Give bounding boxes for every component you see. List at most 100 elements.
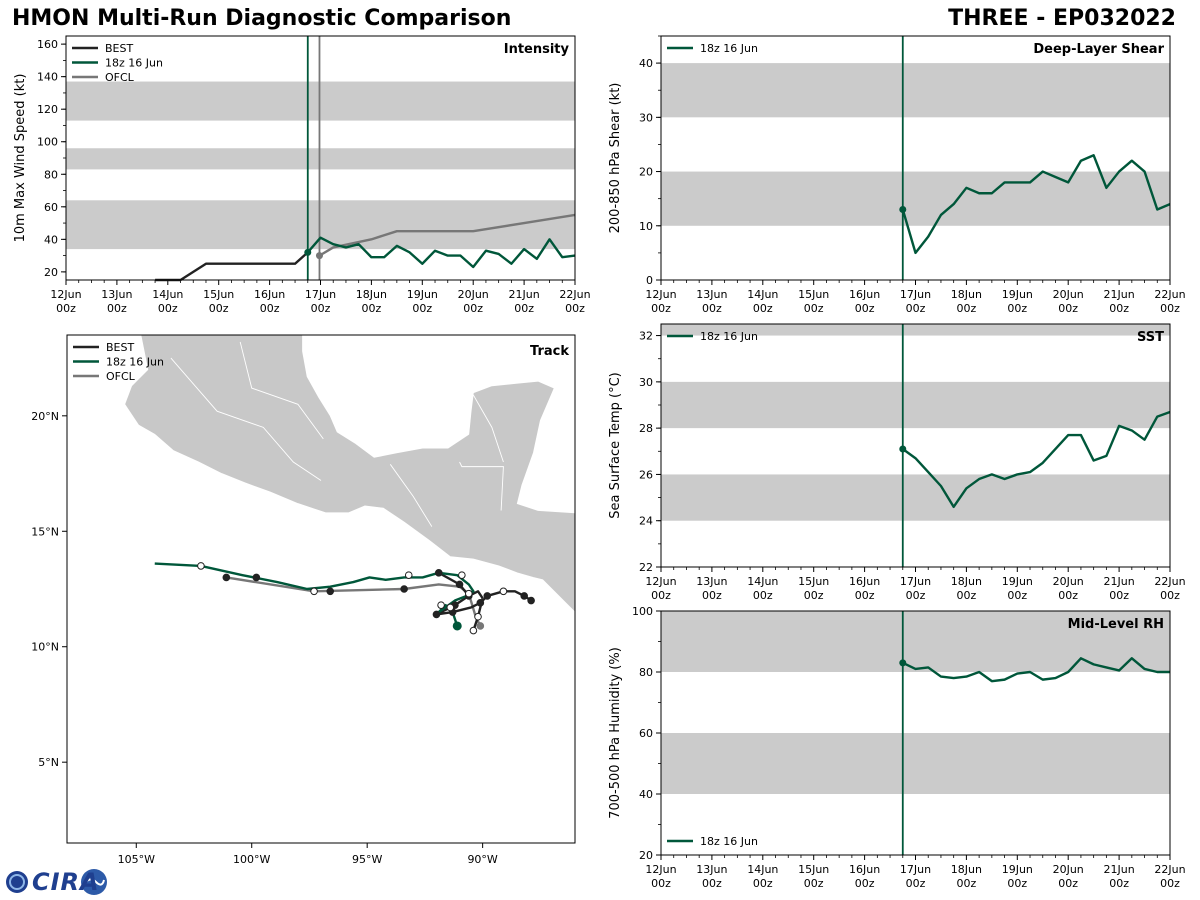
x-tick-hour-label: 00z <box>158 302 178 315</box>
y-tick-label: 22 <box>639 561 653 574</box>
track-marker <box>437 601 445 609</box>
x-tick-label: 22Jun <box>1154 288 1185 301</box>
y-axis-label: 10m Max Wind Speed (kt) <box>13 74 28 243</box>
legend-label: 18z 16 Jun <box>105 57 163 70</box>
lat-tick-label: 20°N <box>31 410 59 423</box>
shading-band <box>661 611 1170 672</box>
x-tick-hour-label: 00z <box>1109 589 1129 602</box>
x-tick-label: 14Jun <box>747 288 778 301</box>
panel-title: Track <box>530 344 569 359</box>
x-tick-hour-label: 00z <box>804 302 824 315</box>
plot-frame <box>660 610 1171 856</box>
lon-tick-label: 105°W <box>118 853 155 866</box>
state-border <box>473 394 504 463</box>
x-tick-hour-label: 00z <box>260 302 280 315</box>
series-start-marker <box>315 252 323 260</box>
y-axis-label: Sea Surface Temp (°C) <box>608 372 623 519</box>
x-tick-label: 16Jun <box>849 288 880 301</box>
lon-tick-label: 95°W <box>352 853 382 866</box>
x-tick-hour-label: 00z <box>804 589 824 602</box>
track-marker <box>404 571 413 579</box>
x-tick-label: 12Jun <box>50 288 81 301</box>
track-marker <box>400 585 408 593</box>
track-marker <box>483 592 492 600</box>
legend-label: 18z 16 Jun <box>700 330 758 343</box>
logo-seal-icon <box>81 869 107 895</box>
x-tick-label: 12Jun <box>645 863 676 876</box>
x-tick-label: 21Jun <box>1104 575 1135 588</box>
y-tick-label: 60 <box>44 201 58 214</box>
x-tick-hour-label: 00z <box>651 877 671 890</box>
x-tick-hour-label: 00z <box>1058 302 1078 315</box>
y-tick-label: 26 <box>639 468 653 481</box>
x-tick-hour-label: 00z <box>855 589 875 602</box>
shading-band <box>661 171 1170 226</box>
x-tick-label: 21Jun <box>1104 288 1135 301</box>
y-tick-label: 80 <box>44 168 58 181</box>
x-tick-label: 22Jun <box>1154 575 1185 588</box>
x-tick-label: 22Jun <box>559 288 590 301</box>
x-tick-label: 13Jun <box>101 288 132 301</box>
x-tick-label: 20Jun <box>1053 288 1084 301</box>
x-tick-hour-label: 00z <box>362 302 382 315</box>
x-tick-hour-label: 00z <box>753 589 773 602</box>
track-marker <box>455 580 464 589</box>
legend-label: BEST <box>106 341 134 354</box>
x-tick-hour-label: 00z <box>753 877 773 890</box>
legend-label: 18z 16 Jun <box>106 356 164 369</box>
x-tick-label: 20Jun <box>1053 575 1084 588</box>
track-marker <box>476 599 485 607</box>
x-tick-label: 20Jun <box>458 288 489 301</box>
x-tick-hour-label: 00z <box>1109 302 1129 315</box>
track-marker <box>310 587 318 596</box>
series-start-marker <box>304 248 312 256</box>
x-tick-hour-label: 00z <box>1007 302 1027 315</box>
x-tick-label: 14Jun <box>747 863 778 876</box>
state-border <box>239 341 324 440</box>
x-tick-hour-label: 00z <box>957 877 977 890</box>
plot-frame <box>65 35 576 281</box>
x-tick-label: 21Jun <box>509 288 540 301</box>
y-tick-label: 40 <box>639 57 653 70</box>
legend-label: OFCL <box>106 370 136 383</box>
panel-title: Mid-Level RH <box>1068 617 1164 632</box>
track-marker <box>469 626 478 635</box>
storm-id-title: THREE - EP032022 <box>948 6 1176 31</box>
track-map-group <box>67 335 575 635</box>
x-tick-hour-label: 00z <box>311 302 331 315</box>
y-tick-label: 40 <box>44 233 58 246</box>
x-tick-label: 15Jun <box>798 863 829 876</box>
x-tick-hour-label: 00z <box>702 302 722 315</box>
y-tick-label: 80 <box>639 666 653 679</box>
state-border <box>170 357 322 481</box>
x-tick-label: 16Jun <box>849 575 880 588</box>
track-marker <box>458 571 466 579</box>
x-tick-label: 15Jun <box>798 288 829 301</box>
y-tick-label: 40 <box>639 788 653 801</box>
track-marker <box>476 622 485 630</box>
shading-band <box>661 733 1170 794</box>
x-tick-label: 15Jun <box>203 288 234 301</box>
y-tick-label: 120 <box>37 103 58 116</box>
series-line-run <box>901 154 1171 255</box>
x-tick-label: 17Jun <box>900 863 931 876</box>
y-tick-label: 100 <box>632 605 653 618</box>
lon-tick-label: 90°W <box>467 853 497 866</box>
y-axis-label: 200-850 hPa Shear (kt) <box>608 83 623 234</box>
state-border <box>459 461 504 511</box>
x-tick-hour-label: 00z <box>855 302 875 315</box>
x-tick-label: 16Jun <box>254 288 285 301</box>
y-tick-label: 60 <box>639 727 653 740</box>
y-tick-label: 0 <box>646 274 653 287</box>
x-tick-label: 17Jun <box>900 575 931 588</box>
y-tick-label: 28 <box>639 422 653 435</box>
x-tick-hour-label: 00z <box>1058 589 1078 602</box>
x-tick-hour-label: 00z <box>855 877 875 890</box>
shading-band <box>661 381 1170 429</box>
track-marker <box>464 589 473 598</box>
panel-title: Deep-Layer Shear <box>1033 42 1164 57</box>
x-tick-hour-label: 00z <box>957 302 977 315</box>
track-marker <box>197 562 205 570</box>
x-tick-hour-label: 00z <box>209 302 229 315</box>
x-tick-label: 22Jun <box>1154 863 1185 876</box>
